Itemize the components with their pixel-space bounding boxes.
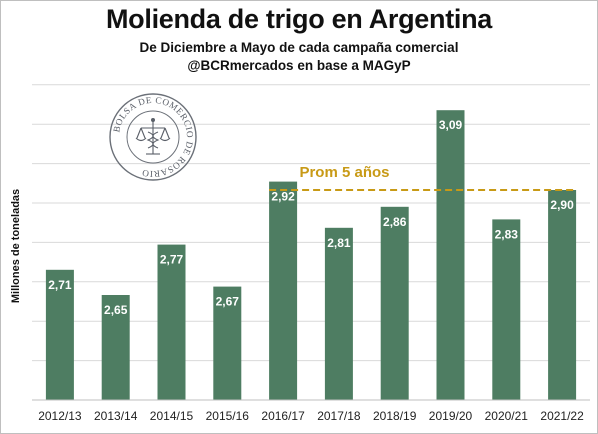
- chart-subtitle: De Diciembre a Mayo de cada campaña come…: [139, 40, 459, 55]
- bar-value-label: 2,81: [327, 236, 351, 250]
- bar-value-label: 2,86: [383, 215, 407, 229]
- bar-value-label: 2,90: [550, 198, 574, 212]
- x-tick-label: 2012/13: [38, 409, 82, 423]
- bcr-seal-logo: BOLSA DE COMERCIO DE ROSARIO: [109, 93, 197, 181]
- bar: [436, 110, 465, 400]
- bar: [324, 227, 353, 400]
- average-reference-label: Prom 5 años: [299, 164, 389, 181]
- bar: [157, 244, 186, 400]
- bar-value-label: 2,65: [104, 303, 128, 317]
- bar: [548, 190, 577, 400]
- x-tick-label: 2019/20: [429, 409, 473, 423]
- bar-value-label: 2,83: [495, 227, 519, 241]
- bar-value-label: 2,67: [216, 295, 240, 309]
- x-tick-label: 2020/21: [485, 409, 529, 423]
- bar: [492, 219, 521, 400]
- x-tick-label: 2017/18: [317, 409, 361, 423]
- x-tick-label: 2015/16: [206, 409, 250, 423]
- x-tick-label: 2018/19: [373, 409, 417, 423]
- chart-title: Molienda de trigo en Argentina: [105, 4, 493, 34]
- bar: [380, 206, 409, 400]
- bar: [269, 181, 298, 400]
- bar-value-label: 3,09: [439, 118, 463, 132]
- x-tick-label: 2014/15: [150, 409, 194, 423]
- x-tick-label: 2021/22: [540, 409, 584, 423]
- bar: [213, 286, 242, 400]
- bar-value-label: 2,71: [48, 278, 72, 292]
- bar-value-label: 2,92: [271, 190, 295, 204]
- bar-value-label: 2,77: [160, 253, 184, 267]
- x-tick-label: 2013/14: [94, 409, 138, 423]
- bar: [45, 269, 74, 400]
- bar: [101, 295, 130, 400]
- chart-source: @BCRmercados en base a MAGyP: [187, 58, 411, 73]
- x-tick-label: 2016/17: [261, 409, 305, 423]
